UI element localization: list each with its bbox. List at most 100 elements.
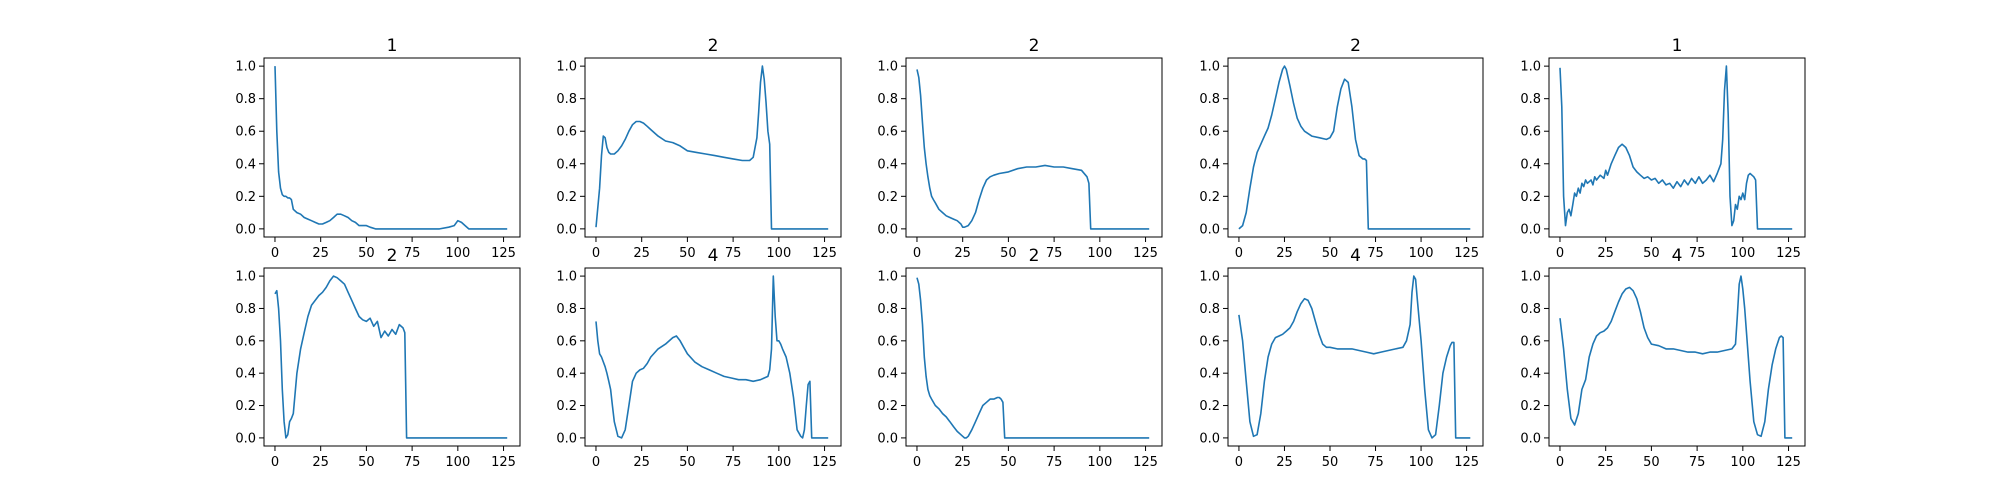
x-tick-label: 25 — [1276, 246, 1293, 261]
x-tick-label: 0 — [1235, 455, 1243, 470]
x-tick-label: 100 — [1730, 455, 1755, 470]
series-line — [916, 277, 1150, 439]
y-tick-label: 1.0 — [877, 60, 898, 75]
x-tick-label: 25 — [954, 455, 971, 470]
x-tick-label: 25 — [312, 246, 329, 261]
y-tick-label: 0.6 — [1520, 125, 1541, 140]
y-tick-label: 0.8 — [556, 92, 577, 107]
x-tick-label: 25 — [633, 246, 650, 261]
x-tick-label: 125 — [1454, 455, 1479, 470]
x-tick-label: 75 — [1046, 246, 1063, 261]
x-tick-label: 125 — [1776, 455, 1801, 470]
y-tick-label: 0.2 — [877, 190, 898, 205]
x-tick-label: 125 — [491, 455, 516, 470]
x-tick-label: 75 — [1689, 455, 1706, 470]
x-tick-label: 0 — [592, 455, 600, 470]
x-tick-label: 125 — [1133, 246, 1158, 261]
subplot-title: 4 — [708, 246, 719, 266]
x-tick-label: 125 — [1454, 246, 1479, 261]
x-tick-label: 50 — [1000, 455, 1017, 470]
x-tick-label: 25 — [1597, 246, 1614, 261]
series-line — [274, 66, 508, 230]
y-tick-label: 0.6 — [556, 334, 577, 349]
plot-frame — [263, 267, 521, 447]
x-tick-label: 25 — [1597, 455, 1614, 470]
y-tick-label: 1.0 — [235, 270, 256, 285]
y-tick-label: 1.0 — [556, 60, 577, 75]
x-tick-label: 75 — [725, 455, 742, 470]
y-tick-label: 0.8 — [877, 302, 898, 317]
y-tick-label: 1.0 — [1199, 270, 1220, 285]
x-tick-label: 100 — [445, 246, 470, 261]
x-tick-label: 25 — [954, 246, 971, 261]
x-tick-label: 75 — [1689, 246, 1706, 261]
y-tick-label: 0.4 — [556, 157, 577, 172]
plot-frame — [1227, 57, 1484, 238]
y-tick-label: 0.2 — [235, 190, 256, 205]
y-tick-label: 0.0 — [1199, 431, 1220, 446]
y-tick-label: 0.8 — [1199, 302, 1220, 317]
subplot-title: 2 — [1029, 246, 1040, 266]
series-line — [1238, 275, 1471, 439]
subplot-title: 2 — [1029, 36, 1040, 56]
y-tick-label: 0.6 — [1199, 125, 1220, 140]
y-tick-label: 0.0 — [235, 222, 256, 237]
y-tick-label: 0.0 — [556, 431, 577, 446]
x-tick-label: 50 — [1000, 246, 1017, 261]
series-line — [595, 275, 829, 439]
y-tick-label: 0.6 — [235, 334, 256, 349]
x-tick-label: 0 — [913, 246, 921, 261]
y-tick-label: 1.0 — [235, 60, 256, 75]
y-tick-label: 0.6 — [877, 125, 898, 140]
x-tick-label: 100 — [1730, 246, 1755, 261]
y-tick-label: 0.2 — [1199, 190, 1220, 205]
x-tick-label: 50 — [679, 455, 696, 470]
y-tick-label: 1.0 — [1199, 60, 1220, 75]
y-tick-label: 0.8 — [235, 92, 256, 107]
x-tick-label: 0 — [1235, 246, 1243, 261]
x-tick-label: 50 — [679, 246, 696, 261]
y-tick-label: 0.2 — [556, 399, 577, 414]
y-tick-label: 0.2 — [1520, 190, 1541, 205]
x-tick-label: 0 — [592, 246, 600, 261]
series-line — [1238, 65, 1471, 230]
y-tick-label: 0.6 — [556, 125, 577, 140]
y-tick-label: 0.4 — [877, 367, 898, 382]
y-tick-label: 0.6 — [877, 334, 898, 349]
x-tick-label: 50 — [1322, 455, 1339, 470]
subplot-title: 1 — [1672, 36, 1683, 56]
x-tick-label: 50 — [358, 246, 375, 261]
y-tick-label: 0.2 — [235, 399, 256, 414]
x-tick-label: 125 — [812, 455, 837, 470]
y-tick-label: 0.8 — [235, 302, 256, 317]
series-line — [916, 69, 1150, 230]
subplot-title: 4 — [1350, 246, 1361, 266]
x-tick-label: 25 — [312, 455, 329, 470]
y-tick-label: 0.8 — [1520, 302, 1541, 317]
y-tick-label: 0.8 — [877, 92, 898, 107]
y-tick-label: 0.2 — [1520, 399, 1541, 414]
y-tick-label: 1.0 — [1520, 270, 1541, 285]
y-tick-label: 1.0 — [1520, 60, 1541, 75]
x-tick-label: 100 — [445, 455, 470, 470]
x-tick-label: 25 — [633, 455, 650, 470]
x-tick-label: 100 — [1087, 455, 1112, 470]
y-tick-label: 0.0 — [235, 431, 256, 446]
x-tick-label: 75 — [404, 455, 421, 470]
x-tick-label: 0 — [913, 455, 921, 470]
x-tick-label: 100 — [1409, 246, 1434, 261]
y-tick-label: 0.6 — [1199, 334, 1220, 349]
y-tick-label: 0.0 — [877, 222, 898, 237]
y-tick-label: 0.4 — [1520, 157, 1541, 172]
x-tick-label: 50 — [1322, 246, 1339, 261]
plot-frame — [1548, 267, 1806, 447]
x-tick-label: 75 — [1367, 246, 1384, 261]
subplot-title: 1 — [387, 36, 398, 56]
x-tick-label: 75 — [725, 246, 742, 261]
x-tick-label: 125 — [812, 246, 837, 261]
subplot-title: 4 — [1672, 246, 1683, 266]
y-tick-label: 0.4 — [1199, 157, 1220, 172]
x-tick-label: 75 — [1046, 455, 1063, 470]
y-tick-label: 0.8 — [1520, 92, 1541, 107]
